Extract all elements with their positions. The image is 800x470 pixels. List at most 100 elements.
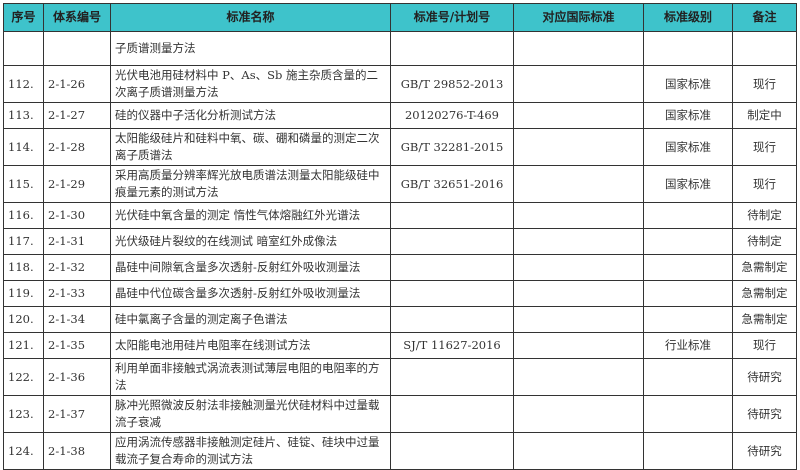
cell-code: 2-1-29 [43, 165, 111, 203]
cell-no: 121. [3, 332, 44, 359]
cell-no: 119. [3, 280, 44, 307]
cell-name: 光伏电池用硅材料中 P、As、Sb 施主杂质含量的二次离子质谱测量方法 [110, 65, 391, 103]
cell-level: 国家标准 [643, 128, 733, 166]
cell-code: 2-1-35 [43, 332, 111, 359]
cell-intl [513, 102, 644, 129]
cell-level [643, 432, 733, 470]
cell-intl [513, 332, 644, 359]
cell-no [3, 31, 44, 66]
cell-level [643, 228, 733, 255]
table-row: 112. 2-1-26 光伏电池用硅材料中 P、As、Sb 施主杂质含量的二次离子质… [3, 65, 797, 103]
header-row: 序号 体系编号 标准名称 标准号/计划号 对应国际标准 标准级别 备注 [3, 3, 797, 32]
cell-code: 2-1-37 [43, 395, 111, 433]
cell-level [643, 280, 733, 307]
header-no: 序号 [3, 3, 44, 32]
cell-code: 2-1-36 [43, 358, 111, 396]
cell-intl [513, 31, 644, 66]
table-row: 121. 2-1-35 太阳能电池用硅片电阻率在线测试方法 SJ/T 11627-20… [3, 332, 797, 359]
cell-level: 行业标准 [643, 332, 733, 359]
cell-std [390, 358, 514, 396]
cell-note: 现行 [732, 165, 797, 203]
cell-std [390, 254, 514, 281]
cell-intl [513, 358, 644, 396]
header-std: 标准号/计划号 [390, 3, 514, 32]
table-row: 122. 2-1-36 利用单面非接触式涡流表测试薄层电阻的电阻率的方法 待研究 [3, 358, 797, 396]
cell-name: 晶硅中间隙氧含量多次透射-反射红外吸收测量法 [110, 254, 391, 281]
cell-no: 122. [3, 358, 44, 396]
cell-name: 太阳能电池用硅片电阻率在线测试方法 [110, 332, 391, 359]
header-level: 标准级别 [643, 3, 733, 32]
cell-note: 现行 [732, 128, 797, 166]
cell-intl [513, 306, 644, 333]
cell-note: 急需制定 [732, 280, 797, 307]
cell-level: 国家标准 [643, 102, 733, 129]
cell-code: 2-1-28 [43, 128, 111, 166]
cell-no: 112. [3, 65, 44, 103]
cell-level [643, 358, 733, 396]
cell-code: 2-1-32 [43, 254, 111, 281]
cell-code: 2-1-26 [43, 65, 111, 103]
cell-no: 115. [3, 165, 44, 203]
cell-note: 现行 [732, 65, 797, 103]
cell-level: 国家标准 [643, 165, 733, 203]
cell-no: 117. [3, 228, 44, 255]
cell-intl [513, 165, 644, 203]
cell-std: GB/T 32651-2016 [390, 165, 514, 203]
cell-no: 124. [3, 432, 44, 470]
header-intl: 对应国际标准 [513, 3, 644, 32]
cell-intl [513, 280, 644, 307]
cell-intl [513, 395, 644, 433]
cell-std [390, 228, 514, 255]
cell-code [43, 31, 111, 66]
cell-name: 子质谱测量方法 [110, 31, 391, 66]
table-row: 118. 2-1-32 晶硅中间隙氧含量多次透射-反射红外吸收测量法 急需制定 [3, 254, 797, 281]
cell-std [390, 280, 514, 307]
cell-name: 太阳能级硅片和硅料中氧、碳、硼和磷量的测定二次离子质谱法 [110, 128, 391, 166]
cell-note: 现行 [732, 332, 797, 359]
cell-name: 利用单面非接触式涡流表测试薄层电阻的电阻率的方法 [110, 358, 391, 396]
cell-name: 应用涡流传感器非接触测定硅片、硅锭、硅块中过量载流子复合寿命的测试方法 [110, 432, 391, 470]
header-name: 标准名称 [110, 3, 391, 32]
cell-name: 晶硅中代位碳含量多次透射-反射红外吸收测量法 [110, 280, 391, 307]
cell-code: 2-1-33 [43, 280, 111, 307]
cell-code: 2-1-30 [43, 202, 111, 229]
cell-level: 国家标准 [643, 65, 733, 103]
cell-std [390, 31, 514, 66]
cell-name: 光伏级硅片裂纹的在线测试 暗室红外成像法 [110, 228, 391, 255]
table-row: 123. 2-1-37 脉冲光照微波反射法非接触测量光伏硅材料中过量载流子衰减 待研究 [3, 395, 797, 433]
cell-intl [513, 128, 644, 166]
table-row: 113. 2-1-27 硅的仪器中子活化分析测试方法 20120276-T-469 国家… [3, 102, 797, 129]
cell-note: 急需制定 [732, 254, 797, 281]
cell-level [643, 395, 733, 433]
cell-std [390, 432, 514, 470]
cell-code: 2-1-34 [43, 306, 111, 333]
cell-std: SJ/T 11627-2016 [390, 332, 514, 359]
table-row: 116. 2-1-30 光伏硅中氧含量的测定 惰性气体熔融红外光谱法 待制定 [3, 202, 797, 229]
table-row: 120. 2-1-34 硅中氯离子含量的测定离子色谱法 急需制定 [3, 306, 797, 333]
table-row: 115. 2-1-29 采用高质量分辨率辉光放电质谱法测量太阳能级硅中痕量元素的测试… [3, 165, 797, 203]
cell-name: 硅的仪器中子活化分析测试方法 [110, 102, 391, 129]
cell-intl [513, 254, 644, 281]
cell-note: 待制定 [732, 202, 797, 229]
table-row: 124. 2-1-38 应用涡流传感器非接触测定硅片、硅锭、硅块中过量载流子复合寿命… [3, 432, 797, 470]
standards-table: 序号 体系编号 标准名称 标准号/计划号 对应国际标准 标准级别 备注 子质谱测… [3, 3, 797, 470]
cell-note: 制定中 [732, 102, 797, 129]
table-row: 114. 2-1-28 太阳能级硅片和硅料中氧、碳、硼和磷量的测定二次离子质谱法 GB… [3, 128, 797, 166]
cell-intl [513, 228, 644, 255]
table-row: 117. 2-1-31 光伏级硅片裂纹的在线测试 暗室红外成像法 待制定 [3, 228, 797, 255]
cell-std: GB/T 29852-2013 [390, 65, 514, 103]
cell-intl [513, 65, 644, 103]
cell-no: 116. [3, 202, 44, 229]
cell-code: 2-1-38 [43, 432, 111, 470]
cell-no: 114. [3, 128, 44, 166]
cell-std: GB/T 32281-2015 [390, 128, 514, 166]
cell-std [390, 306, 514, 333]
cell-note: 待研究 [732, 395, 797, 433]
header-note: 备注 [732, 3, 797, 32]
cell-code: 2-1-27 [43, 102, 111, 129]
cell-std [390, 202, 514, 229]
cell-code: 2-1-31 [43, 228, 111, 255]
cell-note: 待研究 [732, 358, 797, 396]
cell-level [643, 31, 733, 66]
cell-intl [513, 202, 644, 229]
